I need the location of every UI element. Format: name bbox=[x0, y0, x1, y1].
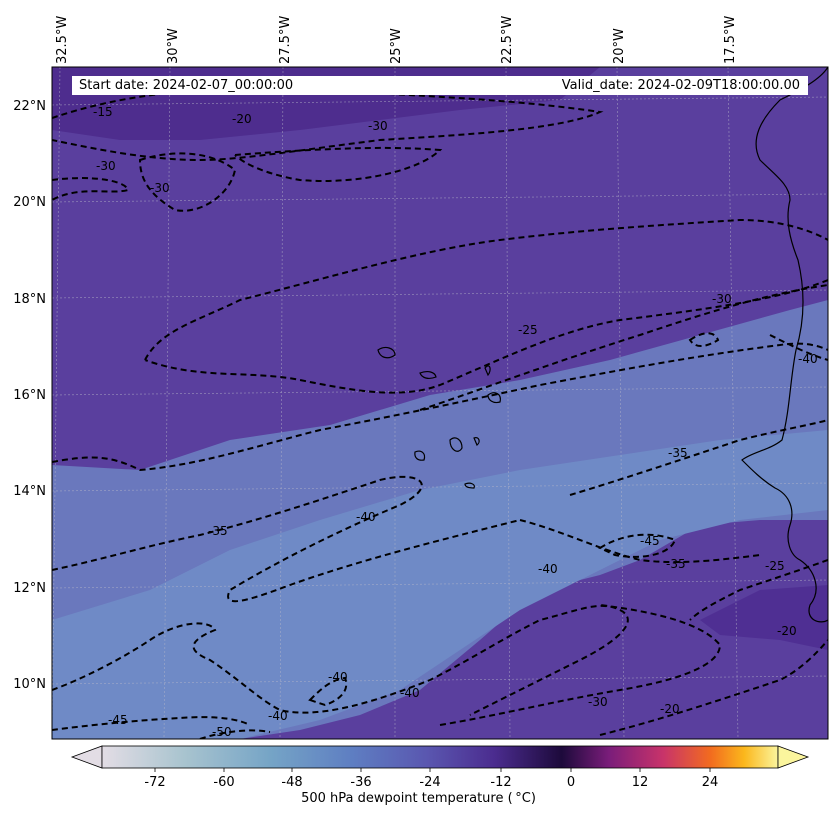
contour-label: -40 bbox=[798, 352, 818, 366]
cape-verde-island-2 bbox=[419, 371, 437, 379]
colorbar-extend-low bbox=[70, 745, 103, 769]
colorbar: -72 -60 -48 -36 -24 -12 0 12 24 bbox=[70, 745, 810, 790]
contour-label: -35 bbox=[668, 446, 688, 460]
colorbar-tick-label: 0 bbox=[567, 775, 575, 790]
longitude-label: 30°W bbox=[166, 28, 181, 64]
contour-minus-45-cell bbox=[597, 533, 677, 558]
contour-minus-45-southwest bbox=[52, 716, 251, 731]
contour-label: -30 bbox=[712, 292, 732, 306]
contour-label: -35 bbox=[208, 524, 228, 538]
longitude-label: 22.5°W bbox=[500, 16, 515, 64]
contour-label: -20 bbox=[777, 624, 797, 638]
latitude-label: 12°N bbox=[13, 581, 46, 596]
contour-label: -30 bbox=[588, 695, 608, 709]
contour-minus-40-east bbox=[688, 332, 828, 361]
latitude-label: 22°N bbox=[13, 99, 46, 114]
colorbar-tick-label: -24 bbox=[419, 775, 440, 790]
contour-label: -45 bbox=[108, 713, 128, 727]
contour-label: -40 bbox=[268, 709, 288, 723]
contour-label: -35 bbox=[666, 557, 686, 571]
contour-label: -30 bbox=[96, 159, 116, 173]
contour-minus-35-west bbox=[52, 342, 828, 472]
colorbar-title: 500 hPa dewpoint temperature ( °C) bbox=[301, 791, 536, 806]
cape-verde-island-1 bbox=[377, 346, 396, 359]
graticule bbox=[52, 67, 828, 739]
colorbar-tick-label: -48 bbox=[281, 775, 302, 790]
colorbar-tick-marks bbox=[154, 768, 711, 772]
start-date-text: Start date: 2024-02-07_00:00:00 bbox=[79, 78, 294, 93]
contour-minus-30-ridge bbox=[234, 146, 443, 182]
contour-label: -15 bbox=[93, 105, 113, 119]
contour-minus-40-southwest bbox=[52, 604, 629, 716]
colorbar-bar bbox=[101, 745, 779, 769]
contour-label: -30 bbox=[150, 181, 170, 195]
colorbar-tick-label: -12 bbox=[490, 775, 511, 790]
latitude-label: 14°N bbox=[13, 484, 46, 499]
contour-minus-35-middle bbox=[52, 475, 521, 603]
contour-label: -25 bbox=[518, 323, 538, 337]
contour-minus-25-main bbox=[144, 218, 828, 394]
latitude-label: 10°N bbox=[13, 677, 46, 692]
colorbar-tick-label: -60 bbox=[213, 775, 234, 790]
latitude-labels: 22°N 20°N 18°N 16°N 14°N 12°N 10°N bbox=[13, 99, 46, 692]
colorbar-extend-high bbox=[777, 745, 810, 769]
african-coastline bbox=[741, 67, 828, 623]
cape-verde-island-5 bbox=[449, 437, 463, 452]
contour-label: -20 bbox=[232, 112, 252, 126]
contour-minus-35-east bbox=[569, 419, 828, 496]
cape-verde-island-4 bbox=[487, 392, 501, 404]
contour-label: -25 bbox=[765, 559, 785, 573]
contour-label: -20 bbox=[660, 702, 680, 716]
colorbar-tick-label: -36 bbox=[350, 775, 371, 790]
contour-minus-30-southeast bbox=[439, 604, 722, 726]
contour-label: -40 bbox=[356, 510, 376, 524]
contour-label-group: -15 -20 -30 -30 -30 -25 -30 -40 -35 -35 … bbox=[93, 105, 818, 739]
colorbar-tick-label: 24 bbox=[702, 775, 719, 790]
coastline bbox=[377, 67, 828, 623]
contour-minus-30-cell bbox=[138, 152, 237, 212]
longitude-label: 27.5°W bbox=[278, 16, 293, 64]
dewpoint-contours bbox=[52, 87, 828, 739]
longitude-labels: 32.5°W 30°W 27.5°W 25°W 22.5°W 20°W 17.5… bbox=[55, 16, 738, 64]
moist-area-southeast-fill bbox=[700, 585, 828, 650]
cape-verde-island-7 bbox=[473, 437, 480, 446]
contour-label: -40 bbox=[328, 670, 348, 684]
longitude-label: 20°W bbox=[612, 28, 627, 64]
colorbar-tick-label: 12 bbox=[632, 775, 649, 790]
contour-minus-30-north bbox=[52, 177, 130, 201]
contour-minus-20-southeast bbox=[599, 559, 828, 736]
colorbar-tick-label: -72 bbox=[144, 775, 165, 790]
longitude-label: 25°W bbox=[389, 28, 404, 64]
contour-minus-30-east bbox=[419, 284, 828, 411]
contour-label: -40 bbox=[400, 686, 420, 700]
longitude-label: 17.5°W bbox=[723, 16, 738, 64]
contour-minus-50-southwest bbox=[199, 729, 271, 739]
latitude-label: 16°N bbox=[13, 388, 46, 403]
cape-verde-island-8 bbox=[464, 482, 475, 489]
contour-label: -45 bbox=[640, 534, 660, 548]
longitude-label: 32.5°W bbox=[55, 16, 70, 64]
cape-verde-island-3 bbox=[484, 365, 491, 377]
cape-verde-island-6 bbox=[414, 450, 426, 461]
map-frame bbox=[51, 66, 829, 740]
contour-label: -30 bbox=[368, 119, 388, 133]
latitude-label: 20°N bbox=[13, 195, 46, 210]
driest-band-fill bbox=[52, 430, 828, 739]
valid-date-text: Valid_date: 2024-02-09T18:00:00.00 bbox=[561, 78, 800, 93]
date-banner: Start date: 2024-02-07_00:00:00 Valid_da… bbox=[72, 76, 808, 95]
contour-label: -40 bbox=[538, 562, 558, 576]
map-panel bbox=[52, 67, 828, 739]
latitude-label: 18°N bbox=[13, 292, 46, 307]
contour-minus-40-small bbox=[308, 676, 348, 707]
contour-label: -50 bbox=[212, 725, 232, 739]
